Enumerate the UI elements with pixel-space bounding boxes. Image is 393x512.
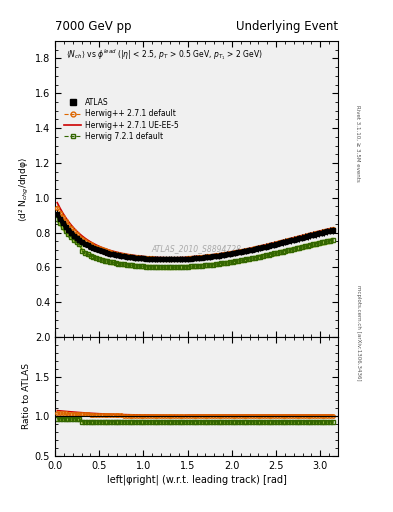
Y-axis label: ⟨d² N$_{chg}$/dηdφ⟩: ⟨d² N$_{chg}$/dηdφ⟩ — [18, 157, 31, 222]
Text: mcplots.cern.ch [arXiv:1306.3436]: mcplots.cern.ch [arXiv:1306.3436] — [356, 285, 361, 380]
Text: Underlying Event: Underlying Event — [236, 20, 338, 33]
Legend: ATLAS, Herwig++ 2.7.1 default, Herwig++ 2.7.1 UE-EE-5, Herwig 7.2.1 default: ATLAS, Herwig++ 2.7.1 default, Herwig++ … — [64, 98, 179, 141]
X-axis label: left|φright| (w.r.t. leading track) [rad]: left|φright| (w.r.t. leading track) [rad… — [107, 475, 286, 485]
Y-axis label: Ratio to ATLAS: Ratio to ATLAS — [22, 364, 31, 430]
Text: ATLAS_2010_S8894728: ATLAS_2010_S8894728 — [151, 244, 242, 253]
Text: Rivet 3.1.10, ≥ 3.5M events: Rivet 3.1.10, ≥ 3.5M events — [356, 105, 361, 182]
Text: 7000 GeV pp: 7000 GeV pp — [55, 20, 132, 33]
Text: $\langle N_{ch}\rangle$ vs $\phi^{lead}$ ($|\eta|$ < 2.5, $p_T$ > 0.5 GeV, $p_{T: $\langle N_{ch}\rangle$ vs $\phi^{lead}$… — [66, 47, 263, 62]
